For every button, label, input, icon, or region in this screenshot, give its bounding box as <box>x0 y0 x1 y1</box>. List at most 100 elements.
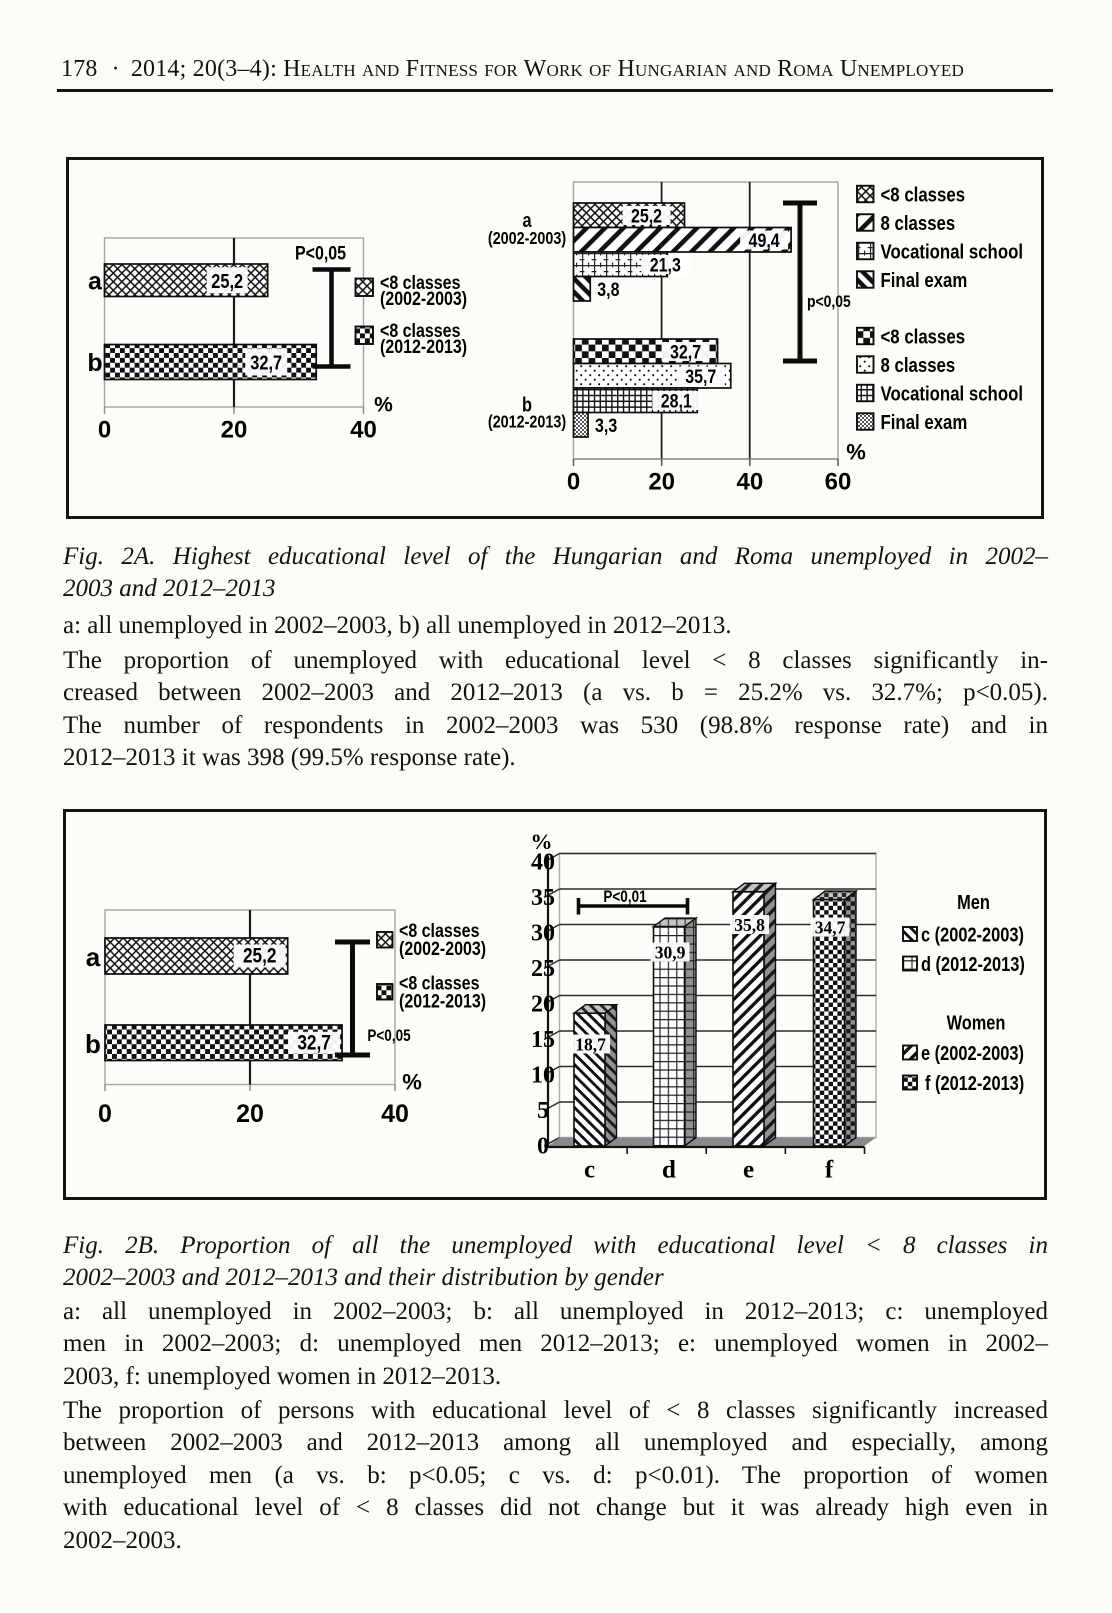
significance-label: P<0,05 <box>367 1027 410 1046</box>
value-label-box <box>652 391 701 410</box>
legend-label: <8 classes <box>380 320 461 342</box>
figure-2a-note: a: all unemployed in 2002–2003, b) all u… <box>63 610 1048 642</box>
value-label: 32,7 <box>297 1032 331 1055</box>
group-label: (2002-2003) <box>488 230 566 249</box>
value-label-box <box>810 917 850 937</box>
y-tick-label: 30 <box>531 921 555 947</box>
legend-label: (2002-2003) <box>380 288 467 310</box>
value-label-box <box>245 348 288 376</box>
y-tick-label: 40 <box>531 850 555 876</box>
legend-label: 8 classes <box>881 212 956 235</box>
value-label: 25,2 <box>631 205 662 227</box>
legend-label: <8 classes <box>380 272 461 294</box>
column-d: 30,9 <box>650 916 699 1148</box>
legend-label: (2012-2013) <box>399 990 486 1012</box>
x-axis-unit: % <box>402 1070 422 1095</box>
legend-label: 8 classes <box>881 354 956 377</box>
significance-label: p<0,05 <box>807 293 851 312</box>
figure-2b-caption-line: Fig. 2B. Proportion of all the unemploye… <box>63 1232 1048 1259</box>
value-label: 49,4 <box>749 230 780 252</box>
figure-2b-paragraph-line: 2002–2003. <box>63 1526 182 1554</box>
column-e: 35,8 <box>730 881 778 1148</box>
value-label: 35,7 <box>685 366 716 388</box>
figure-2b-note-line: 2003, f: unemployed women in 2012–2013. <box>63 1362 502 1390</box>
x-tick-label: 20 <box>648 469 675 496</box>
y-axis-unit: % <box>531 829 553 854</box>
x-axis-unit: % <box>846 440 866 465</box>
journal-title: 2014; 20(3–4): Health and Fitness for Wo… <box>130 56 964 82</box>
value-label-box <box>206 267 248 294</box>
x-tick-label: 60 <box>825 469 852 496</box>
running-header: 178 · 2014; 20(3–4): Health and Fitness fo… <box>61 57 964 81</box>
significance-bracket <box>335 939 370 1058</box>
value-label: 34,7 <box>815 918 846 938</box>
column-f: 34,7 <box>810 889 859 1148</box>
figure-2a-paragraph-line: creased between 2002–2003 and 2012–2013 … <box>63 679 1048 707</box>
significance-bracket <box>312 267 351 369</box>
figure-2b-paragraph-line: The proportion of persons with education… <box>63 1397 1048 1424</box>
figure-2a-paragraph-line: The number of respondents in 2002–2003 w… <box>63 711 1048 739</box>
figure-2a-border <box>66 157 1044 519</box>
legend-label: d (2012-2013) <box>921 953 1025 976</box>
value-label-box <box>288 1031 341 1054</box>
value-label-box <box>622 206 671 225</box>
value-label: 21,3 <box>650 254 681 276</box>
figure-2b-paragraph-line: between 2002–2003 and 2012–2013 among al… <box>63 1429 1048 1457</box>
x-tick-label: 20 <box>236 1100 264 1128</box>
x-tick-label: 0 <box>567 469 580 496</box>
figure-2b-caption-line: 2002–2003 and 2012–2013 and their distri… <box>63 1264 664 1291</box>
significance-label: P<0,05 <box>295 242 346 264</box>
column-c: 18,7 <box>571 1003 619 1148</box>
category-label: d <box>662 1157 676 1184</box>
legend-label: c (2002-2003) <box>921 923 1024 946</box>
category-label: b <box>85 1029 101 1059</box>
page-number: 178 <box>61 56 98 82</box>
legend-label: e (2002-2003) <box>921 1042 1024 1065</box>
significance-bracket <box>576 898 690 915</box>
fig2b-left-chart: 25,2 a 32,7 b 0 20 40% P<0,05 <8 classes (2002-20… <box>85 909 486 1128</box>
figure-2a-note-line: a: all unemployed in 2002–2003, b) all u… <box>63 612 732 639</box>
y-tick-label: 10 <box>531 1063 555 1089</box>
category-label: f <box>825 1157 834 1184</box>
category-label: a <box>86 942 101 972</box>
legend-group-title: Women <box>947 1011 1006 1034</box>
figure-2a-caption-line: Fig. 2A. Highest educational level of th… <box>63 543 1048 570</box>
x-tick-label: 0 <box>98 417 111 444</box>
category-label: c <box>584 1157 595 1184</box>
x-tick-label: 40 <box>350 417 377 444</box>
x-tick-label: 40 <box>736 469 763 496</box>
value-label: 30,9 <box>655 943 686 963</box>
legend-label: Vocational school <box>881 382 1024 405</box>
figure-2b-note-line: a: all unemployed in 2002–2003; b: all u… <box>63 1298 1048 1325</box>
group-label: (2012-2013) <box>488 413 566 432</box>
value-label-box <box>641 255 690 274</box>
significance-bracket <box>783 200 817 364</box>
legend-label: <8 classes <box>399 972 480 994</box>
figure-2a-paragraph-line: 2012–2013 it was 398 (99.5% response rat… <box>63 744 516 772</box>
value-label-box <box>740 230 789 250</box>
value-label: 35,8 <box>734 915 765 935</box>
figure-2b-note-line: men in 2002–2003; d: unemployed men 2012… <box>63 1330 1048 1358</box>
value-label-box <box>730 915 769 934</box>
fig2b-right-legend: Men c (2002-2003) d (2012-2013) Women e (200… <box>902 891 1025 1094</box>
figure-2b-caption: Fig. 2B. Proportion of all the unemploye… <box>63 1230 1048 1294</box>
figure-2a-caption: Fig. 2A. Highest educational level of th… <box>63 541 1048 605</box>
value-label: 25,2 <box>243 945 277 968</box>
header-rule <box>57 89 1053 93</box>
header-separator: · <box>111 56 120 82</box>
value-label: 3,3 <box>595 415 617 437</box>
fig2a-right-chart: 25,2 49,4 21,3 3,8 a(2002-2003) 32,7 35,728,1 3… <box>488 181 1024 496</box>
value-label-box <box>661 342 710 361</box>
figure-2a-caption-line: 2003 and 2012–2013 <box>63 575 276 602</box>
value-label-box <box>571 1034 610 1054</box>
legend-label: <8 classes <box>881 325 966 348</box>
legend-label: (2002-2003) <box>399 938 486 960</box>
figure-2b-border <box>63 809 1047 1200</box>
figure-2a-paragraph-line: The proportion of unemployed with educat… <box>63 647 1048 674</box>
group-label: a <box>522 209 532 232</box>
x-tick-label: 40 <box>381 1100 409 1128</box>
x-tick-label: 0 <box>98 1100 112 1128</box>
significance-label: P<0,01 <box>603 888 646 907</box>
category-label: b <box>87 349 102 377</box>
y-tick-label: 35 <box>531 885 555 911</box>
